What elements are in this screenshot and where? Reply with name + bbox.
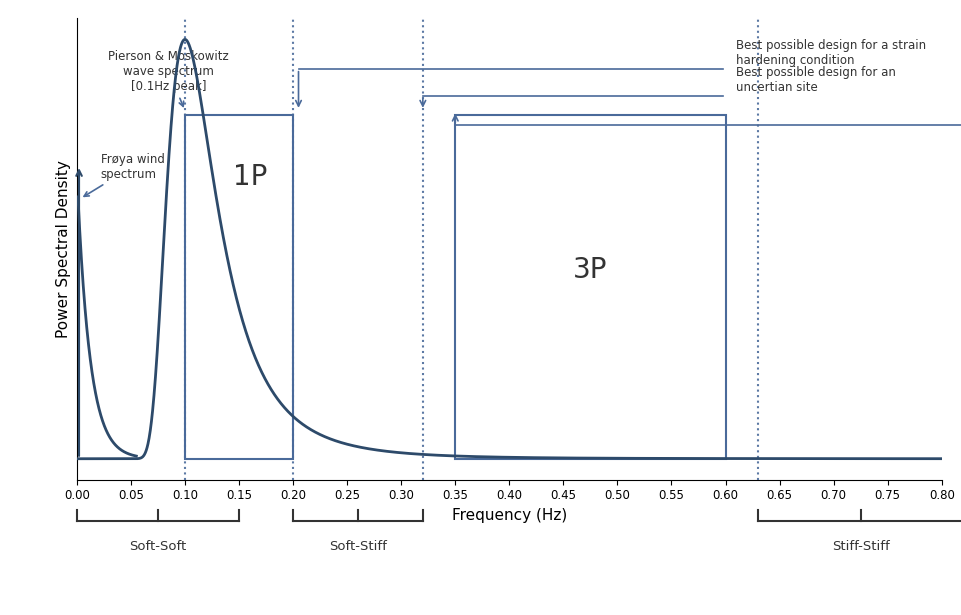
Text: Soft-Stiff: Soft-Stiff [329, 540, 387, 553]
Text: Soft-Soft: Soft-Soft [130, 540, 186, 553]
Y-axis label: Power Spectral Density: Power Spectral Density [57, 160, 71, 338]
Text: Frøya wind
spectrum: Frøya wind spectrum [84, 153, 164, 196]
X-axis label: Frequency (Hz): Frequency (Hz) [452, 508, 567, 523]
Text: Pierson & Moskowitz
wave spectrum
[0.1Hz peak]: Pierson & Moskowitz wave spectrum [0.1Hz… [109, 50, 229, 106]
Text: Stiff-Stiff: Stiff-Stiff [832, 540, 890, 553]
Text: Best possible design for an
uncertian site: Best possible design for an uncertian si… [736, 66, 897, 94]
Text: 3P: 3P [573, 256, 607, 284]
Bar [185, 115, 293, 459]
Text: Best possible design for a strain
hardening condition: Best possible design for a strain harden… [736, 39, 926, 66]
Text: 1P: 1P [233, 163, 267, 191]
Bar [456, 115, 726, 459]
